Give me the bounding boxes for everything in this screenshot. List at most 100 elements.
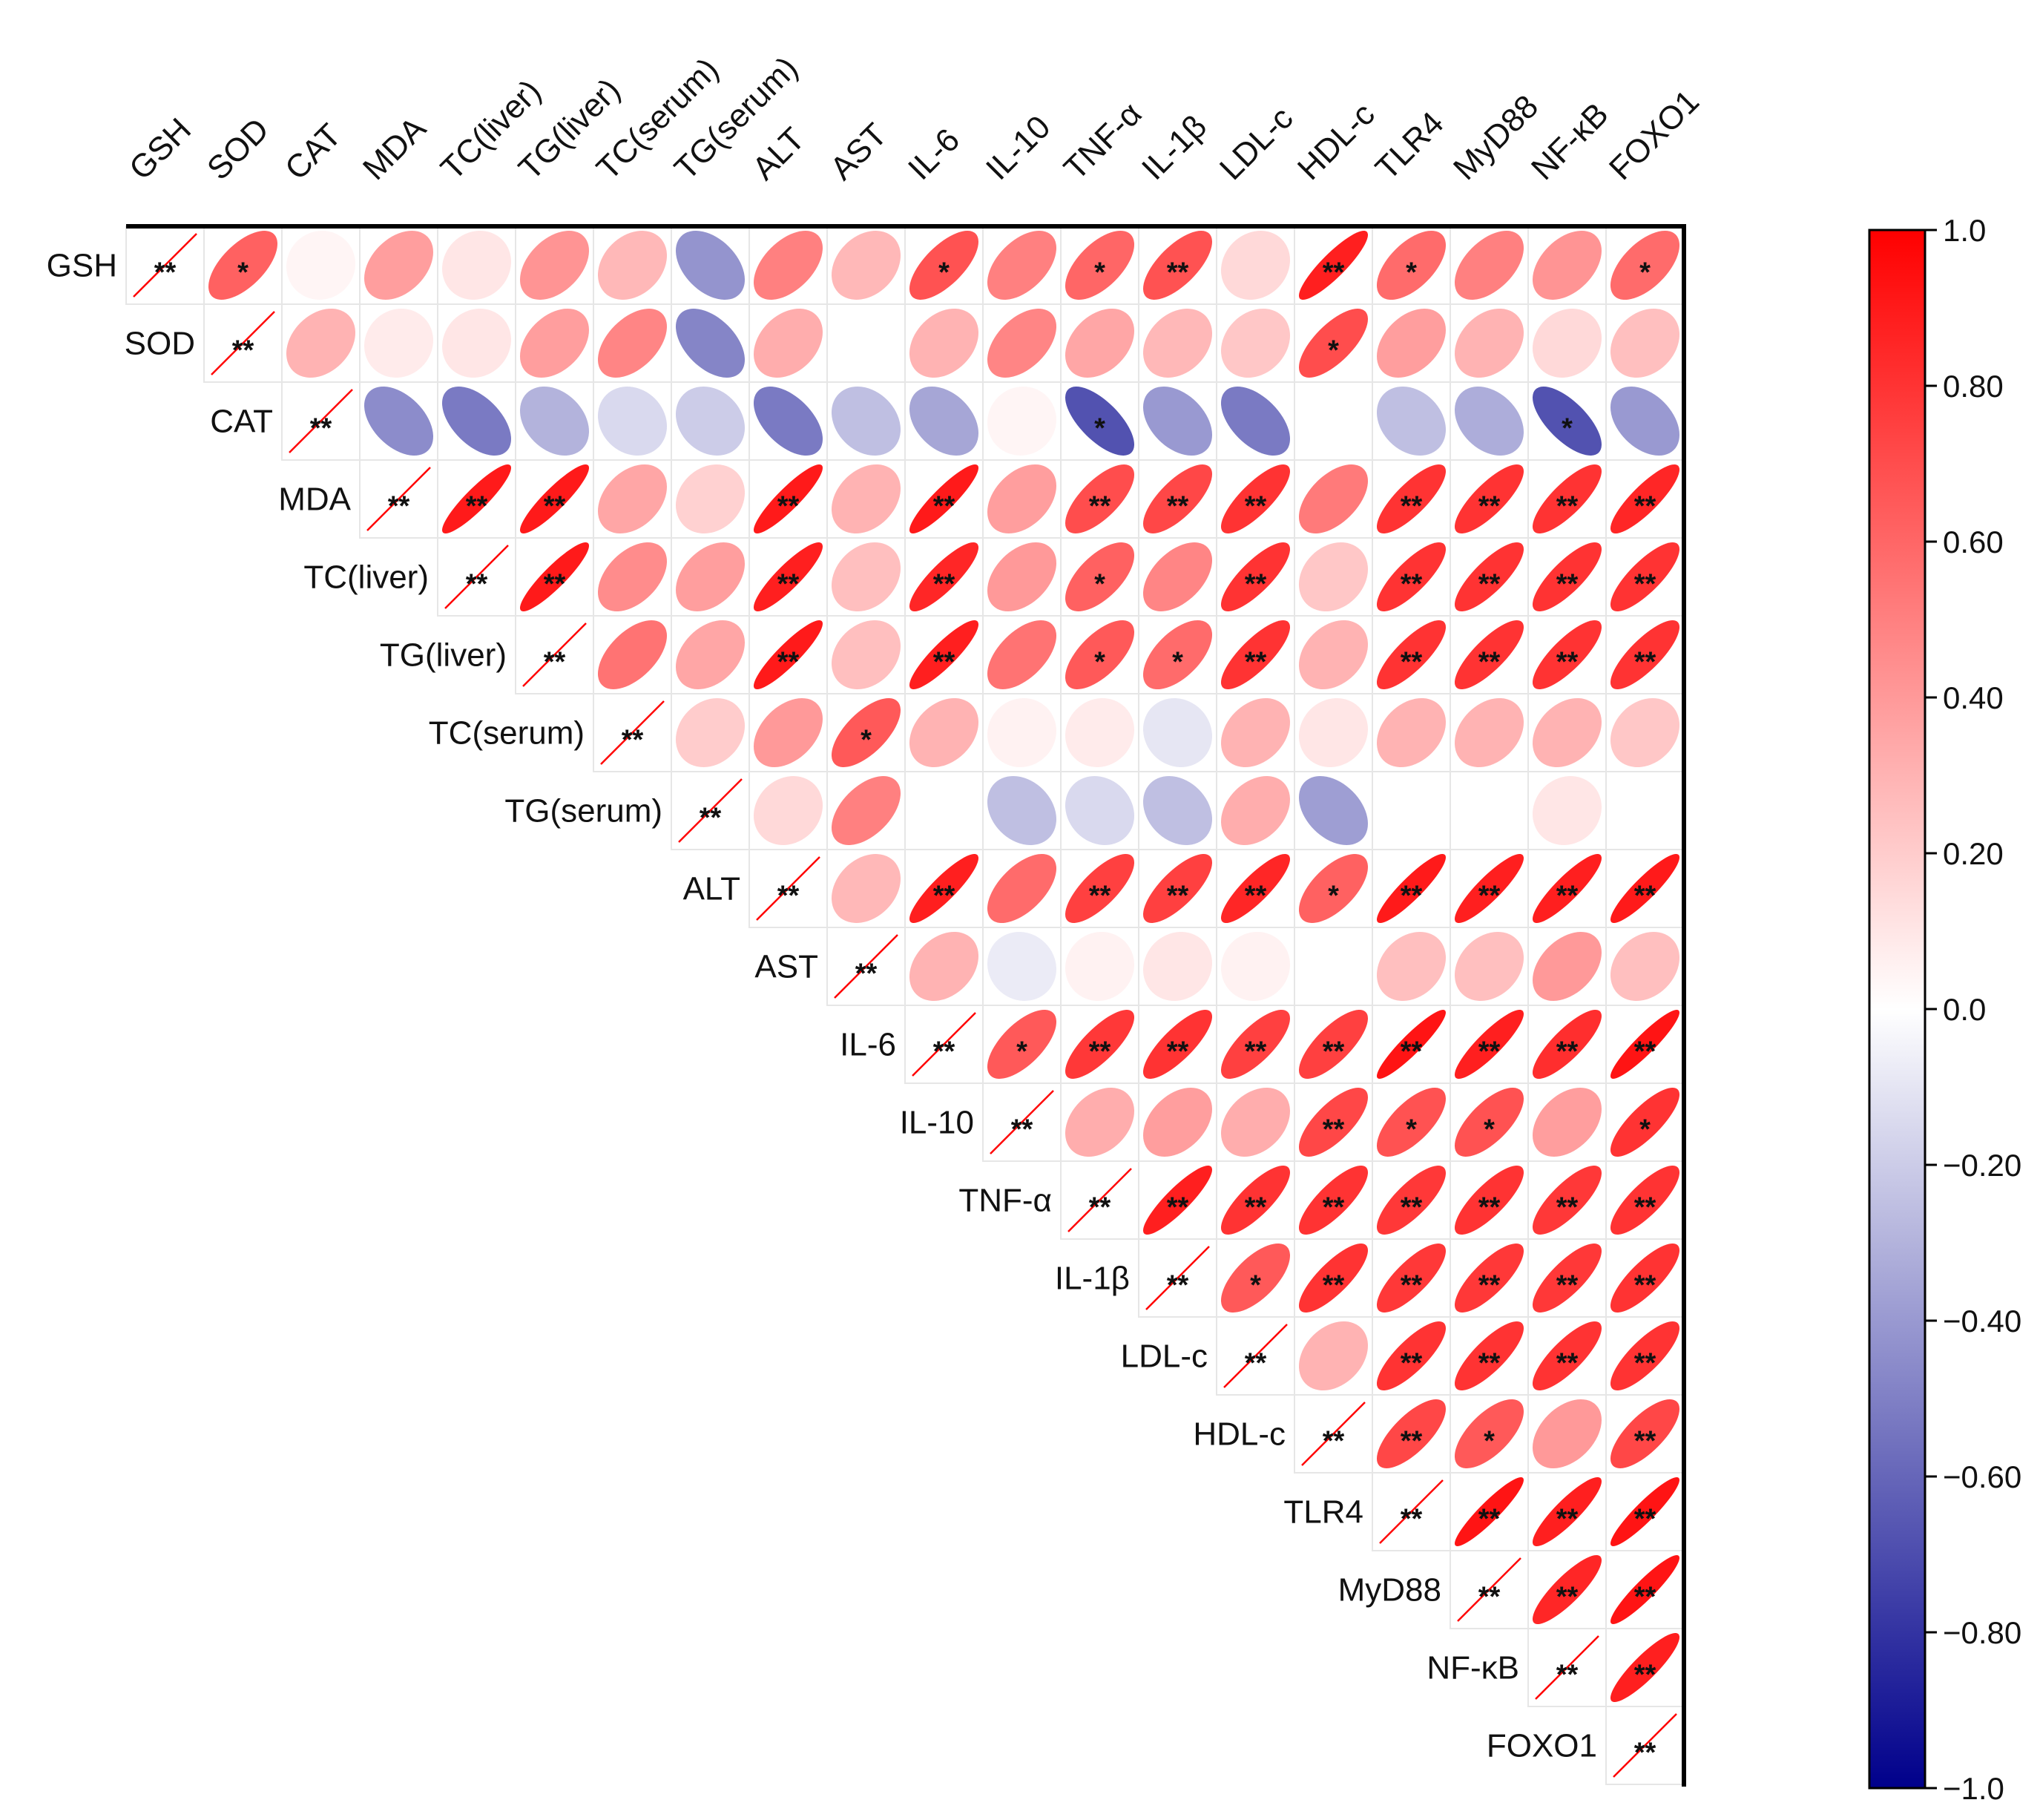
diagonal-line bbox=[211, 311, 275, 375]
correlation-ellipse bbox=[1220, 620, 1291, 690]
cell-il-10-tlr4: * bbox=[1372, 1083, 1451, 1162]
correlation-ellipse bbox=[987, 231, 1056, 300]
cell-il-6-myd88: ** bbox=[1450, 1005, 1529, 1084]
correlation-ellipse bbox=[832, 776, 901, 845]
significance-mark: * bbox=[938, 257, 950, 289]
row-label-tg-liver: TG(liver) bbox=[380, 637, 507, 674]
cell-sod-il-1beta bbox=[1138, 303, 1217, 383]
significance-mark: ** bbox=[1556, 569, 1579, 600]
cell-tg-liver-tnf-alpha: * bbox=[1060, 615, 1139, 694]
row-label-hdl-c: HDL-c bbox=[1193, 1416, 1286, 1453]
correlation-ellipse bbox=[1143, 932, 1212, 1001]
colorbar-tick-label: 0.20 bbox=[1943, 836, 2004, 871]
significance-mark: * bbox=[1172, 647, 1183, 678]
cell-tg-liver-myd88: ** bbox=[1450, 615, 1529, 694]
correlation-ellipse bbox=[1610, 1321, 1680, 1391]
correlation-ellipse bbox=[1220, 542, 1291, 612]
significance-mark: ** bbox=[1401, 1192, 1423, 1223]
cell-sod-cat bbox=[281, 303, 361, 383]
significance-mark: ** bbox=[544, 491, 566, 522]
correlation-ellipse bbox=[1065, 542, 1134, 611]
correlation-ellipse bbox=[1299, 854, 1368, 923]
correlation-ellipse bbox=[1377, 1088, 1446, 1157]
correlation-ellipse bbox=[1065, 1009, 1135, 1080]
significance-mark: ** bbox=[1245, 491, 1267, 522]
cell-il-10-il-1beta bbox=[1138, 1083, 1217, 1162]
significance-mark: ** bbox=[1634, 1738, 1656, 1769]
cell-cat-tlr4 bbox=[1372, 381, 1451, 461]
cell-tg-liver-foxo1: ** bbox=[1605, 615, 1685, 694]
significance-mark: ** bbox=[1167, 1192, 1189, 1223]
cell-ast-tnf-alpha bbox=[1060, 927, 1139, 1006]
cell-tc-serum-il-6 bbox=[904, 693, 984, 772]
cell-gsh-il-1beta: ** bbox=[1138, 226, 1217, 305]
correlation-ellipse bbox=[1220, 386, 1291, 456]
correlation-ellipse bbox=[909, 386, 979, 456]
significance-mark: * bbox=[1484, 1426, 1495, 1457]
correlation-ellipse bbox=[1454, 1009, 1524, 1080]
significance-mark: ** bbox=[1478, 1192, 1501, 1223]
correlation-ellipse bbox=[1065, 464, 1135, 534]
correlation-ellipse bbox=[441, 464, 512, 534]
significance-mark: ** bbox=[777, 881, 800, 912]
significance-mark: * bbox=[1406, 257, 1417, 289]
cell-il-6-foxo1: ** bbox=[1605, 1005, 1685, 1084]
significance-mark: * bbox=[1250, 1270, 1261, 1301]
cell-hdl-c-nf-kappab bbox=[1527, 1394, 1607, 1474]
cell-mda-alt: ** bbox=[748, 459, 828, 539]
cell-tc-liver-tc-serum bbox=[593, 537, 672, 617]
correlation-ellipse bbox=[909, 231, 978, 300]
significance-mark: ** bbox=[1245, 647, 1267, 678]
correlation-ellipse bbox=[1532, 853, 1602, 924]
diagonal-line bbox=[678, 778, 743, 843]
diagonal-line bbox=[1301, 1402, 1366, 1466]
correlation-ellipse bbox=[1610, 464, 1680, 534]
significance-mark: ** bbox=[777, 569, 800, 600]
correlation-ellipse bbox=[1142, 775, 1213, 846]
correlation-ellipse bbox=[1376, 853, 1447, 924]
correlation-ellipse bbox=[832, 464, 901, 533]
cell-tnf-alpha-hdl-c: ** bbox=[1294, 1160, 1373, 1240]
correlation-ellipse bbox=[987, 620, 1056, 689]
row-labels: GSH SOD CAT MDA TC(liver) TG(liver) TC(serum) T… bbox=[47, 248, 1597, 1764]
correlation-ellipse bbox=[363, 230, 434, 300]
correlation-ellipse bbox=[987, 853, 1057, 924]
significance-mark: ** bbox=[154, 257, 177, 289]
correlation-ellipse bbox=[1298, 1165, 1369, 1235]
significance-mark: * bbox=[1016, 1037, 1027, 1068]
cell-gsh-nf-kappab bbox=[1527, 226, 1607, 305]
correlation-ellipse bbox=[1454, 1165, 1524, 1235]
correlation-ellipse bbox=[1533, 387, 1602, 456]
cell-mda-myd88: ** bbox=[1450, 459, 1529, 539]
cell-il-6-hdl-c: ** bbox=[1294, 1005, 1373, 1084]
correlation-ellipse bbox=[1610, 853, 1680, 924]
cell-hdl-c-foxo1: ** bbox=[1605, 1394, 1685, 1474]
row-label-mda: MDA bbox=[278, 482, 351, 518]
cell-tc-serum-il-1beta bbox=[1138, 693, 1217, 772]
cell-tg-serum-nf-kappab bbox=[1527, 771, 1607, 850]
significance-mark: ** bbox=[933, 647, 955, 678]
significance-mark: ** bbox=[544, 647, 566, 678]
correlation-ellipse bbox=[987, 775, 1057, 846]
correlation-ellipse bbox=[1299, 1010, 1368, 1079]
cell-tlr4-foxo1: ** bbox=[1605, 1472, 1685, 1551]
correlation-ellipse bbox=[1142, 1165, 1213, 1235]
correlation-ellipse bbox=[364, 309, 433, 378]
correlation-ellipse bbox=[1376, 386, 1447, 456]
row-label-tg-serum: TG(serum) bbox=[504, 793, 662, 829]
correlation-ellipse bbox=[1143, 698, 1212, 767]
correlation-ellipse bbox=[831, 620, 901, 690]
row-label-alt: ALT bbox=[683, 871, 740, 907]
significance-mark: ** bbox=[1634, 1582, 1656, 1613]
matrix-frame bbox=[126, 224, 1686, 1787]
correlation-ellipse bbox=[753, 620, 823, 690]
correlation-ellipse bbox=[909, 464, 979, 534]
cell-alt-ast bbox=[826, 849, 906, 928]
cell-cat-tc-serum bbox=[593, 381, 672, 461]
correlation-ellipse bbox=[1610, 620, 1680, 690]
row-label-ast: AST bbox=[754, 949, 818, 985]
significance-mark: ** bbox=[1401, 1426, 1423, 1457]
cell-tg-liver-nf-kappab: ** bbox=[1527, 615, 1607, 694]
cell-gsh-cat bbox=[281, 226, 361, 305]
cell-tg-liver-tg-liver: ** bbox=[515, 615, 594, 694]
